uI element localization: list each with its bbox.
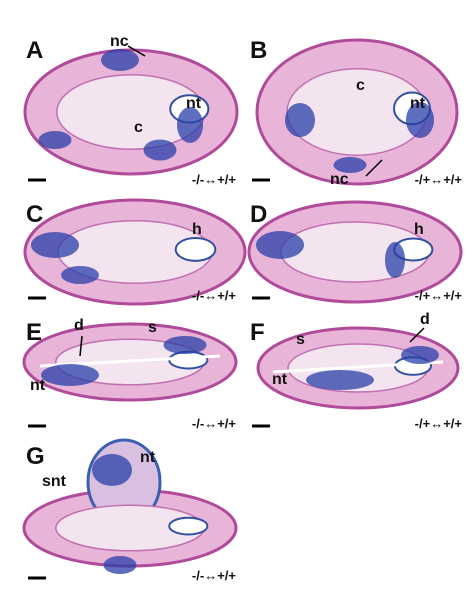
lacz-stain	[256, 231, 304, 259]
genotype: -/-↔+/+	[192, 416, 236, 431]
lumen	[174, 236, 217, 262]
lacz-stain	[101, 49, 139, 71]
lacz-stain	[285, 103, 315, 137]
genotype: -/-↔+/+	[192, 172, 236, 187]
genotype: -/-↔+/+	[192, 568, 236, 583]
panel-letter: C	[26, 201, 43, 228]
lacz-stain	[401, 346, 439, 364]
structure-label: h	[414, 221, 424, 238]
genotype: -/+↔+/+	[415, 288, 463, 303]
structure-label: nt	[186, 95, 202, 112]
panel-letter: E	[26, 319, 42, 346]
structure-label: h	[192, 221, 202, 238]
panel: Ch -/-↔+/+	[23, 198, 247, 306]
lacz-stain	[143, 139, 177, 161]
panel: Dh -/+↔+/+	[247, 200, 463, 304]
lacz-stain	[103, 556, 137, 574]
structure-label: s	[296, 331, 305, 348]
lacz-stain	[31, 232, 79, 258]
panel-letter: A	[26, 37, 43, 64]
structure-label: s	[148, 319, 157, 336]
lacz-stain	[41, 364, 99, 386]
lacz-stain	[385, 242, 405, 278]
structure-label: nt	[30, 377, 46, 394]
lacz-stain	[406, 102, 434, 138]
lacz-stain	[61, 266, 99, 284]
structure-label: d	[74, 317, 84, 334]
arrow	[127, 45, 146, 57]
lumen	[168, 516, 209, 536]
panel-letter: D	[250, 201, 267, 228]
lacz-stain	[38, 131, 72, 149]
lacz-stain	[92, 454, 132, 486]
panel-letter: G	[26, 443, 45, 470]
lacz-stain	[333, 157, 367, 173]
arrow	[365, 159, 383, 177]
lumen	[168, 350, 209, 370]
genotype: -/-↔+/+	[192, 288, 236, 303]
structure-label: c	[134, 119, 143, 136]
panel-letter: F	[250, 319, 265, 346]
genotype: -/+↔+/+	[415, 172, 463, 187]
lacz-stain	[306, 370, 374, 390]
structure-label: nc	[330, 171, 349, 188]
genotype: -/+↔+/+	[415, 416, 463, 431]
arrow	[79, 335, 83, 357]
arrow	[409, 327, 425, 343]
panel-letter: B	[250, 37, 267, 64]
structure-label: c	[356, 77, 365, 94]
structure-label: nt	[140, 449, 156, 466]
panel: Bc nt nc -/+↔+/+	[250, 37, 462, 188]
structure-label: snt	[42, 473, 67, 490]
structure-label: nc	[110, 33, 129, 50]
lacz-stain	[163, 336, 207, 354]
structure-label: d	[420, 311, 430, 328]
structure-label: nt	[272, 371, 288, 388]
structure-label: nt	[410, 95, 426, 112]
lacz-stain	[177, 107, 203, 143]
neural-tube-lumen	[272, 360, 444, 374]
